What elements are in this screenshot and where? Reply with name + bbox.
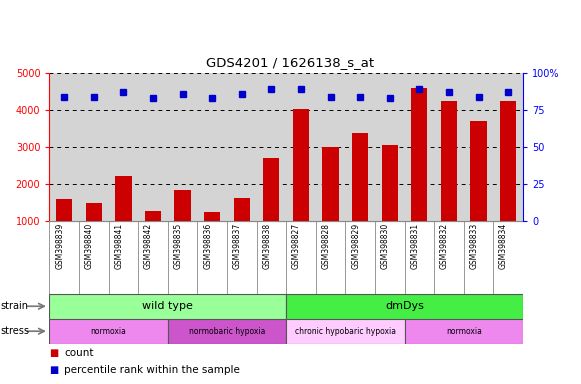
Bar — [49, 294, 286, 319]
Text: stress: stress — [1, 326, 30, 336]
Bar — [115, 177, 131, 221]
Text: GSM398841: GSM398841 — [114, 223, 123, 269]
Text: strain: strain — [1, 301, 28, 311]
Text: dmDys: dmDys — [385, 301, 424, 311]
Bar — [471, 121, 487, 221]
Bar — [441, 101, 457, 221]
Bar — [85, 203, 102, 221]
Text: chronic hypobaric hypoxia: chronic hypobaric hypoxia — [295, 327, 396, 336]
Text: GSM398832: GSM398832 — [440, 223, 449, 269]
Bar — [322, 147, 339, 221]
Text: GSM398827: GSM398827 — [292, 223, 301, 269]
Bar — [293, 109, 309, 221]
Bar — [263, 158, 279, 221]
Bar — [286, 319, 404, 344]
Text: GSM398829: GSM398829 — [351, 223, 360, 269]
Bar — [500, 101, 517, 221]
Text: GSM398828: GSM398828 — [321, 223, 331, 269]
Bar — [286, 294, 523, 319]
Bar — [174, 190, 191, 221]
Text: GSM398836: GSM398836 — [203, 223, 212, 269]
Text: normoxia: normoxia — [446, 327, 482, 336]
Text: GSM398830: GSM398830 — [381, 223, 390, 269]
Text: GSM398831: GSM398831 — [410, 223, 419, 269]
Text: count: count — [64, 348, 94, 359]
Bar — [352, 133, 368, 221]
Text: GSM398839: GSM398839 — [55, 223, 64, 269]
Text: normobaric hypoxia: normobaric hypoxia — [189, 327, 265, 336]
Bar — [204, 212, 220, 221]
Text: ■: ■ — [49, 348, 59, 359]
Bar — [168, 319, 286, 344]
Text: GSM398834: GSM398834 — [499, 223, 508, 269]
Bar — [234, 197, 250, 221]
Bar — [56, 199, 72, 221]
Text: GSM398838: GSM398838 — [263, 223, 271, 269]
Text: GSM398842: GSM398842 — [144, 223, 153, 269]
Text: GSM398833: GSM398833 — [469, 223, 479, 269]
Bar — [404, 319, 523, 344]
Bar — [382, 145, 398, 221]
Text: normoxia: normoxia — [91, 327, 127, 336]
Bar — [49, 319, 168, 344]
Text: GDS4201 / 1626138_s_at: GDS4201 / 1626138_s_at — [206, 56, 375, 69]
Text: ■: ■ — [49, 365, 59, 375]
Text: wild type: wild type — [142, 301, 193, 311]
Bar — [411, 88, 428, 221]
Text: GSM398837: GSM398837 — [233, 223, 242, 269]
Text: GSM398840: GSM398840 — [85, 223, 94, 269]
Bar — [145, 211, 161, 221]
Text: percentile rank within the sample: percentile rank within the sample — [64, 365, 240, 375]
Text: GSM398835: GSM398835 — [174, 223, 182, 269]
